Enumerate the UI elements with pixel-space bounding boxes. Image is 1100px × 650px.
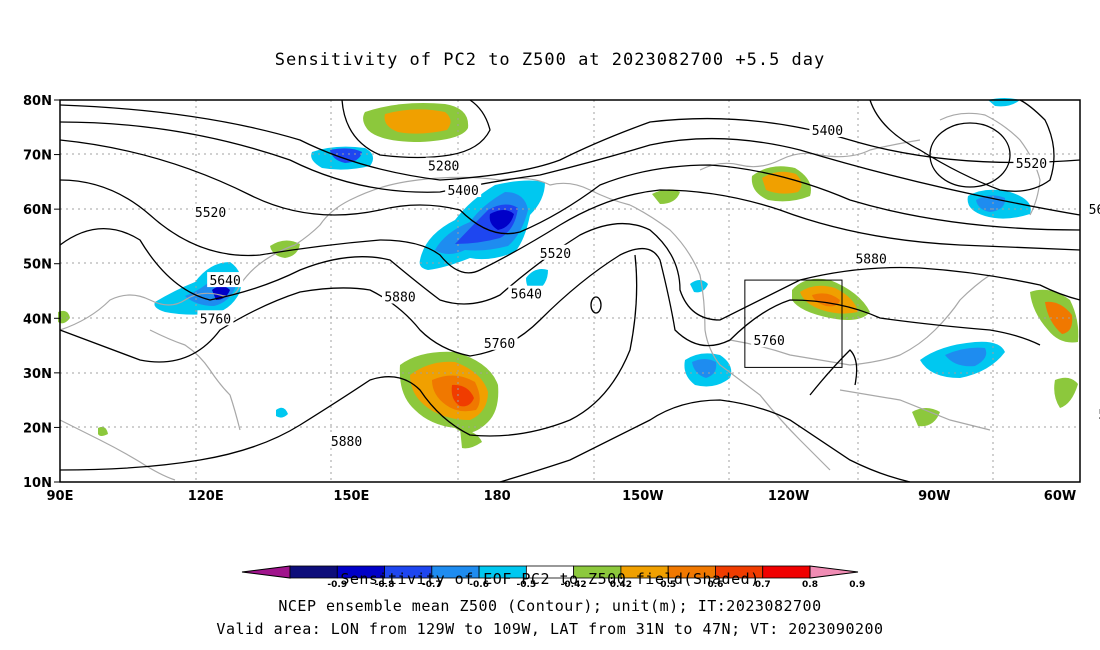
coastlines	[59, 112, 1041, 481]
colorbar-label: 0.8	[802, 580, 818, 590]
caption-line-3: Valid area: LON from 129W to 109W, LAT f…	[216, 620, 884, 638]
lon-tick-label: 180	[484, 489, 511, 504]
contour-label-bg	[1096, 405, 1100, 421]
lat-tick-label: 20N	[23, 421, 52, 436]
lon-tick-label: 90W	[918, 489, 950, 504]
contour-label: 5880	[384, 290, 415, 305]
contour-label: 5880	[1098, 408, 1100, 423]
contour-label: 5880	[855, 252, 886, 267]
lon-tick-label: 150W	[622, 489, 663, 504]
colorbar-max-arrow	[809, 565, 859, 579]
lat-tick-label: 70N	[23, 149, 52, 164]
longitude-labels: 90E 120E 150E 180 150W 120W 90W 60W	[47, 489, 1077, 504]
lon-tick-label: 60W	[1044, 489, 1076, 504]
colorbar-label: -0.7	[422, 580, 442, 590]
contour-label: 5640	[511, 288, 542, 303]
colorbar-label: -0.8	[375, 580, 395, 590]
colorbar-label: 0.5	[660, 580, 676, 590]
lon-tick-label: 90E	[47, 489, 74, 504]
caption-line-1: Sensitivity of EOF PC2 to Z500 field(Sha…	[340, 570, 760, 588]
contour-label: 5280	[428, 159, 459, 174]
plot-area: 5400528054005520552055205640528056405760…	[23, 94, 1100, 504]
caption-line-2: NCEP ensemble mean Z500 (Contour); unit(…	[278, 597, 822, 615]
contour-label: 5520	[195, 206, 226, 221]
contour-label-bg	[445, 182, 482, 198]
contour-label: 5520	[540, 247, 571, 262]
colorbar-label: -0.6	[469, 580, 489, 590]
contour-label: 5760	[753, 334, 784, 349]
contour-label-bg	[809, 122, 846, 138]
contour-label-bg	[481, 334, 518, 350]
colorbar-label: 0.7	[755, 580, 771, 590]
lat-tick-label: 30N	[23, 367, 52, 382]
contour-label: 5760	[200, 312, 231, 327]
colorbar-label: 0.42	[610, 580, 632, 590]
contour-label: 5400	[447, 184, 478, 199]
contour-label-bg	[382, 288, 418, 304]
colorbar: -0.9 -0.8 -0.7 -0.6 -0.5 -0.42 0.42 0.5 0.6 0.7 0.…	[241, 565, 865, 590]
contour-label-bg	[192, 203, 229, 219]
contour-label: 5400	[812, 124, 843, 139]
latitude-labels: 10N 20N 30N 40N 50N 60N 70N 80N	[23, 94, 60, 491]
lat-tick-label: 60N	[23, 203, 52, 218]
contour-label-bg	[197, 310, 234, 326]
contour-label: 5760	[484, 337, 515, 352]
contour-labels: 5400528054005520552055205640528056405760…	[192, 122, 1100, 450]
colorbar-label: 0.9	[849, 580, 865, 590]
contour-label: 5640	[1089, 203, 1100, 218]
colorbar-label: 0.6	[707, 580, 723, 590]
contour-label-bg	[328, 433, 365, 449]
plot-frame	[59, 99, 1081, 483]
contour-label-bg	[537, 244, 574, 260]
contour-label-bg	[1086, 201, 1100, 217]
colorbar-label: -0.5	[517, 580, 537, 590]
contour-label-bg	[207, 272, 244, 288]
contour-label: 5520	[1016, 157, 1047, 172]
figure-title: Sensitivity of PC2 to Z500 at 2023082700…	[274, 50, 826, 70]
contour-label-bg	[853, 250, 890, 266]
lon-tick-label: 120W	[768, 489, 809, 504]
lat-tick-label: 10N	[23, 476, 52, 491]
colorbar-label: -0.9	[327, 580, 347, 590]
valid-area-box	[744, 279, 843, 368]
contour-label-bg	[425, 157, 462, 173]
lat-tick-label: 40N	[23, 312, 52, 327]
lon-tick-label: 150E	[333, 489, 369, 504]
contour-label: 5880	[331, 435, 362, 450]
lat-tick-label: 80N	[23, 94, 52, 109]
contour-label-bg	[508, 285, 545, 301]
contour-label: 5640	[209, 274, 240, 289]
lon-tick-label: 120E	[188, 489, 224, 504]
shaded-sensitivity	[58, 98, 1079, 449]
lat-tick-label: 50N	[23, 258, 52, 273]
contour-label-bg	[751, 332, 788, 348]
colorbar-label: -0.42	[561, 580, 587, 590]
contour-label-bg	[1013, 154, 1050, 170]
